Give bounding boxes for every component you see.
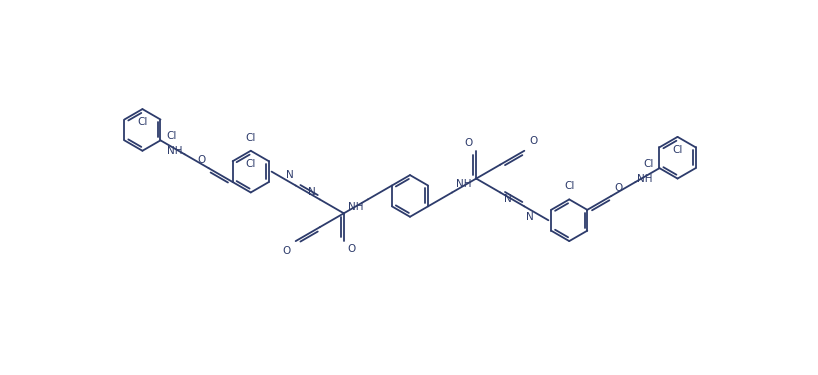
Text: Cl: Cl <box>564 182 574 192</box>
Text: Cl: Cl <box>245 159 256 169</box>
Text: NH: NH <box>456 180 472 189</box>
Text: NH: NH <box>637 174 653 184</box>
Text: NH: NH <box>348 202 364 212</box>
Text: NH: NH <box>167 146 182 156</box>
Text: Cl: Cl <box>137 117 147 127</box>
Text: Cl: Cl <box>245 133 256 143</box>
Text: O: O <box>282 246 290 256</box>
Text: O: O <box>529 136 537 146</box>
Text: N: N <box>526 212 534 222</box>
Text: N: N <box>504 195 512 204</box>
Text: O: O <box>464 138 472 148</box>
Text: Cl: Cl <box>643 159 654 169</box>
Text: Cl: Cl <box>672 145 683 155</box>
Text: O: O <box>614 183 622 193</box>
Text: N: N <box>308 188 316 197</box>
Text: Cl: Cl <box>166 131 177 141</box>
Text: O: O <box>197 155 205 165</box>
Text: N: N <box>286 170 294 180</box>
Text: O: O <box>348 244 356 254</box>
